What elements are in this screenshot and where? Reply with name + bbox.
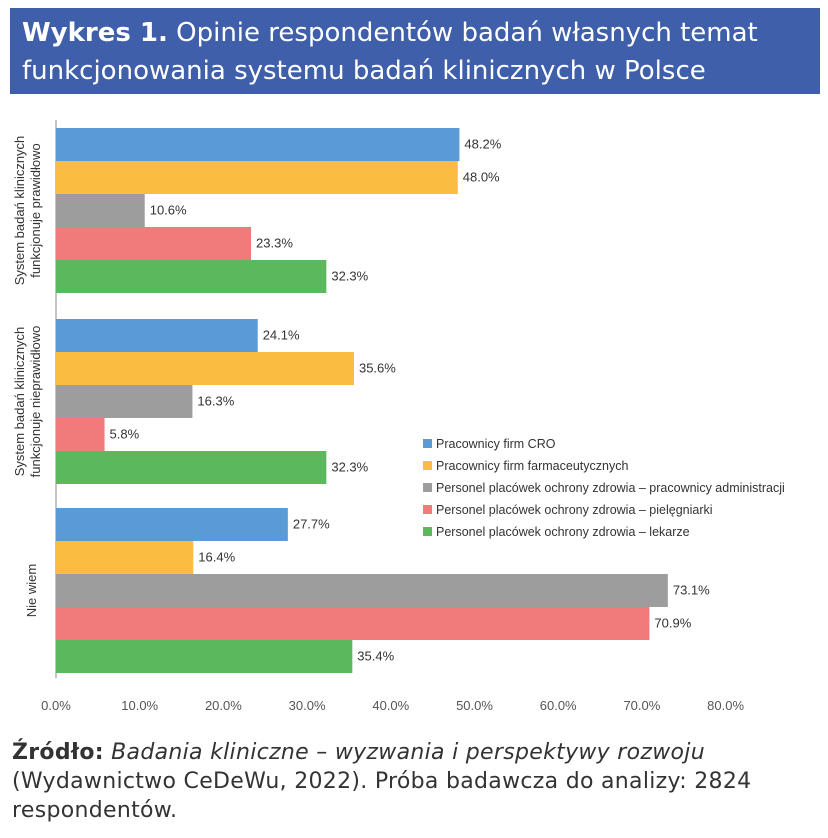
bar-value-label: 24.1%	[263, 328, 300, 343]
x-tick-label: 40.0%	[372, 698, 409, 713]
bar-value-label: 10.6%	[150, 203, 187, 218]
x-tick-label: 70.0%	[623, 698, 660, 713]
x-tick-label: 60.0%	[540, 698, 577, 713]
bar-value-label: 73.1%	[673, 583, 710, 598]
bar	[56, 128, 460, 161]
bar	[56, 260, 327, 293]
x-tick-label: 80.0%	[707, 698, 744, 713]
x-tick-label: 0.0%	[41, 698, 71, 713]
legend-swatch	[423, 439, 432, 448]
legend-label: Personel placówek ochrony zdrowia – piel…	[436, 503, 713, 517]
bar-value-label: 27.7%	[293, 517, 330, 532]
bar-value-label: 23.3%	[256, 236, 293, 251]
figure-title: Opinie respondentów badań własnych temat…	[22, 18, 758, 86]
bar	[56, 161, 458, 194]
category-label: System badań klinicznych	[12, 136, 27, 286]
chart-header: Wykres 1. Opinie respondentów badań włas…	[10, 8, 820, 94]
bar	[56, 194, 145, 227]
category-label: Nie wiem	[24, 564, 39, 617]
source-note: Źródło: Badania kliniczne – wyzwania i p…	[12, 738, 818, 825]
bar	[56, 385, 193, 418]
bar-value-label: 35.6%	[359, 361, 396, 376]
legend-label: Personel placówek ochrony zdrowia – prac…	[436, 481, 785, 495]
bar	[56, 574, 668, 607]
legend-label: Pracownicy firm CRO	[436, 437, 556, 451]
bar	[56, 352, 354, 385]
x-tick-label: 30.0%	[289, 698, 326, 713]
bar	[56, 451, 327, 484]
legend-swatch	[423, 483, 432, 492]
category-label: System badań klinicznych	[12, 327, 27, 477]
source-details: (Wydawnictwo CeDeWu, 2022). Próba badawc…	[12, 769, 752, 823]
legend-swatch	[423, 461, 432, 470]
x-tick-label: 20.0%	[205, 698, 242, 713]
legend-label: Pracownicy firm farmaceutycznych	[436, 459, 628, 473]
bar	[56, 541, 194, 574]
bar	[56, 640, 353, 673]
bar-value-label: 16.3%	[197, 394, 234, 409]
legend-swatch	[423, 505, 432, 514]
category-label: funkcjonuje prawidłowo	[28, 143, 43, 277]
bar-value-label: 48.0%	[463, 170, 500, 185]
bar	[56, 319, 258, 352]
bar	[56, 607, 650, 640]
bar	[56, 418, 105, 451]
bar-chart: 48.2% 24.1% 27.7% 48.0% 35.6% 16.4% 10.6% 16.3%…	[12, 120, 785, 713]
legend-label: Personel placówek ochrony zdrowia – leka…	[436, 525, 690, 539]
bar	[56, 227, 252, 260]
bar-value-label: 16.4%	[198, 550, 235, 565]
bar	[56, 508, 288, 541]
bar-value-label: 32.3%	[331, 460, 368, 475]
category-label: funkcjonuje nieprawidłowo	[28, 326, 43, 478]
bar-value-label: 35.4%	[357, 649, 394, 664]
x-tick-label: 50.0%	[456, 698, 493, 713]
legend-swatch	[423, 527, 432, 536]
source-title: Badania kliniczne – wyzwania i perspekty…	[111, 740, 705, 765]
chart-area: 48.2% 24.1% 27.7% 48.0% 35.6% 16.4% 10.6% 16.3%…	[10, 108, 820, 728]
x-tick-label: 10.0%	[121, 698, 158, 713]
figure-label: Wykres 1.	[22, 18, 168, 48]
bar-value-label: 5.8%	[110, 427, 140, 442]
source-label: Źródło:	[12, 740, 104, 765]
bar-value-label: 48.2%	[464, 137, 501, 152]
bar-value-label: 32.3%	[331, 269, 368, 284]
bar-value-label: 70.9%	[654, 616, 691, 631]
